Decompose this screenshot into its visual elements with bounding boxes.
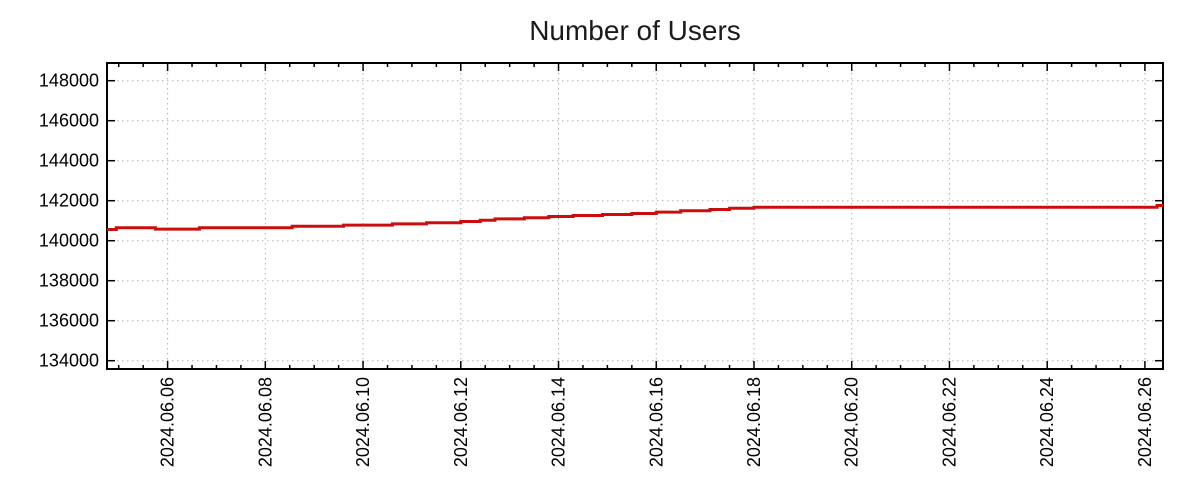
y-tick-label: 134000 [39,351,99,371]
x-tick-label: 2024.06.16 [646,377,666,467]
x-tick-label: 2024.06.06 [158,377,178,467]
y-tick-label: 138000 [39,271,99,291]
y-tick-label: 140000 [39,231,99,251]
x-tick-label: 2024.06.22 [939,377,959,467]
x-tick-label: 2024.06.24 [1037,377,1057,467]
y-tick-label: 146000 [39,111,99,131]
x-tick-label: 2024.06.20 [842,377,862,467]
users-series-line [107,204,1163,231]
axis-label-layer: 134000 136000 138000 140000 142000 144000 1460… [39,71,1155,467]
tick-layer [107,63,1163,369]
x-tick-label: 2024.06.14 [549,377,569,467]
y-tick-label: 144000 [39,151,99,171]
plot-border [106,62,1164,370]
x-tick-label: 2024.06.18 [744,377,764,467]
x-tick-label: 2024.06.12 [451,377,471,467]
series-layer [107,204,1163,231]
x-tick-label: 2024.06.26 [1135,377,1155,467]
y-tick-label: 136000 [39,311,99,331]
x-tick-label: 2024.06.08 [255,377,275,467]
grid-layer [107,63,1163,369]
chart-title: Number of Users [529,15,741,46]
plot-border-layer [106,62,1164,370]
y-tick-label: 142000 [39,191,99,211]
x-tick-label: 2024.06.10 [353,377,373,467]
y-tick-label: 148000 [39,71,99,91]
